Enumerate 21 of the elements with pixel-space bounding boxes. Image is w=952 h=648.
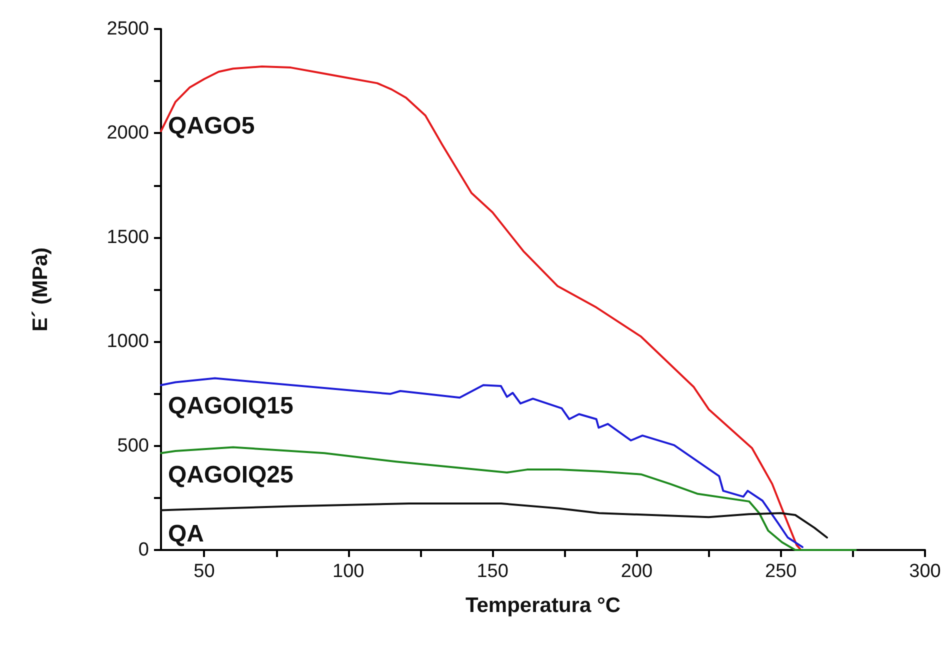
line-series [160,377,804,548]
y-tick-label: 0 [138,540,149,560]
y-axis-title: E´ (MPa) [29,248,52,332]
x-tick-label: 200 [620,561,653,582]
y-tick-label: 500 [117,435,149,456]
y-tick-label: 1000 [106,331,149,352]
x-tick-label: 100 [332,561,364,582]
series-label: QAGO5 [168,112,255,140]
line-series [160,66,802,551]
x-tick-label: 300 [909,561,941,582]
series-label: QA [168,520,204,548]
x-tick-label: 50 [194,561,215,582]
y-tick-label: 2000 [106,122,149,144]
x-tick-label: 150 [476,561,508,582]
x-axis-title: Temperatura °C [465,594,621,617]
line-series [160,446,857,551]
series-label: QAGOIQ25 [168,462,294,489]
y-tick-label: 2500 [106,18,149,40]
y-tick-label: 1500 [106,226,149,248]
series-label: QAGOIQ15 [168,392,294,420]
x-tick-label: 250 [765,561,797,582]
